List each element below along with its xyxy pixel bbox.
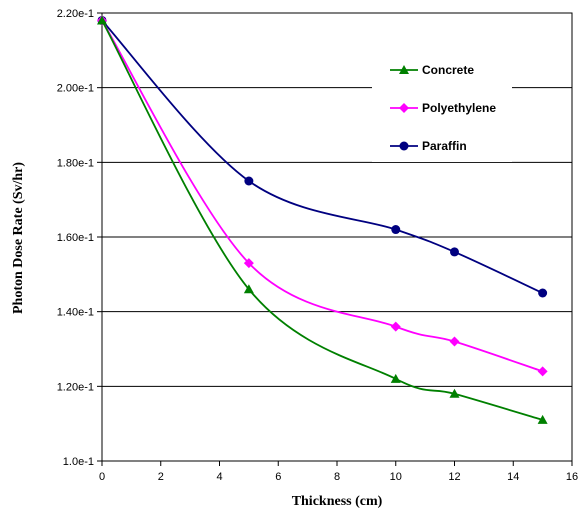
data-point-paraffin bbox=[538, 288, 548, 298]
data-point-paraffin bbox=[450, 247, 459, 257]
y-axis-label: Photon Dose Rate (Sv/hr) bbox=[11, 162, 26, 314]
data-point-polyethylene bbox=[449, 336, 460, 347]
legend-marker-polyethylene bbox=[399, 103, 409, 113]
y-tick-label: 1.20e-1 bbox=[57, 381, 94, 393]
data-point-concrete bbox=[449, 388, 460, 398]
series-line-concrete bbox=[101, 20, 543, 421]
x-tick-label: 16 bbox=[566, 471, 578, 483]
y-tick-label: 1.0e-1 bbox=[63, 456, 94, 468]
x-tick-label: 8 bbox=[334, 471, 340, 483]
x-tick-label: 14 bbox=[507, 471, 519, 483]
axes bbox=[97, 12, 573, 466]
data-point-concrete bbox=[97, 15, 107, 25]
series-group bbox=[97, 15, 548, 424]
y-tick-label: 2.20e-1 bbox=[57, 8, 94, 20]
legend: Concrete Polyethylene Paraffin bbox=[372, 52, 512, 162]
x-axis-label: Thickness (cm) bbox=[292, 494, 383, 509]
data-point-paraffin bbox=[244, 176, 254, 186]
legend-label-paraffin: Paraffin bbox=[422, 139, 467, 153]
x-tick-label: 12 bbox=[448, 471, 460, 483]
legend-marker-concrete bbox=[399, 65, 409, 74]
legend-label-polyethylene: Polyethylene bbox=[422, 101, 496, 115]
data-point-concrete bbox=[243, 284, 254, 294]
legend-label-concrete: Concrete bbox=[422, 63, 474, 77]
y-tick-label: 1.60e-1 bbox=[57, 232, 94, 244]
legend-marker-paraffin bbox=[399, 141, 409, 151]
data-point-concrete bbox=[537, 414, 548, 424]
data-point-concrete bbox=[390, 373, 401, 383]
x-tick-label: 4 bbox=[216, 471, 222, 483]
y-tick-label: 2.00e-1 bbox=[57, 83, 94, 95]
x-tick-label: 6 bbox=[275, 471, 281, 483]
data-point-polyethylene bbox=[243, 258, 254, 269]
data-point-polyethylene bbox=[537, 366, 548, 377]
y-tick-labels: 2.20e-1 2.00e-1 1.80e-1 1.60e-1 1.40e-1 1.20e… bbox=[57, 8, 94, 468]
series-line-paraffin bbox=[101, 19, 544, 294]
series-line-polyethylene bbox=[101, 20, 543, 373]
y-tick-label: 1.40e-1 bbox=[57, 307, 94, 319]
x-tick-label: 10 bbox=[390, 471, 402, 483]
x-tick-label: 2 bbox=[158, 471, 164, 483]
x-tick-labels: 0 2 4 6 8 10 12 14 16 bbox=[99, 471, 578, 483]
data-point-paraffin bbox=[391, 225, 401, 235]
plot-frame bbox=[101, 12, 573, 462]
data-point-polyethylene bbox=[390, 321, 401, 332]
y-tick-label: 1.80e-1 bbox=[57, 157, 94, 169]
x-tick-label: 0 bbox=[99, 471, 105, 483]
